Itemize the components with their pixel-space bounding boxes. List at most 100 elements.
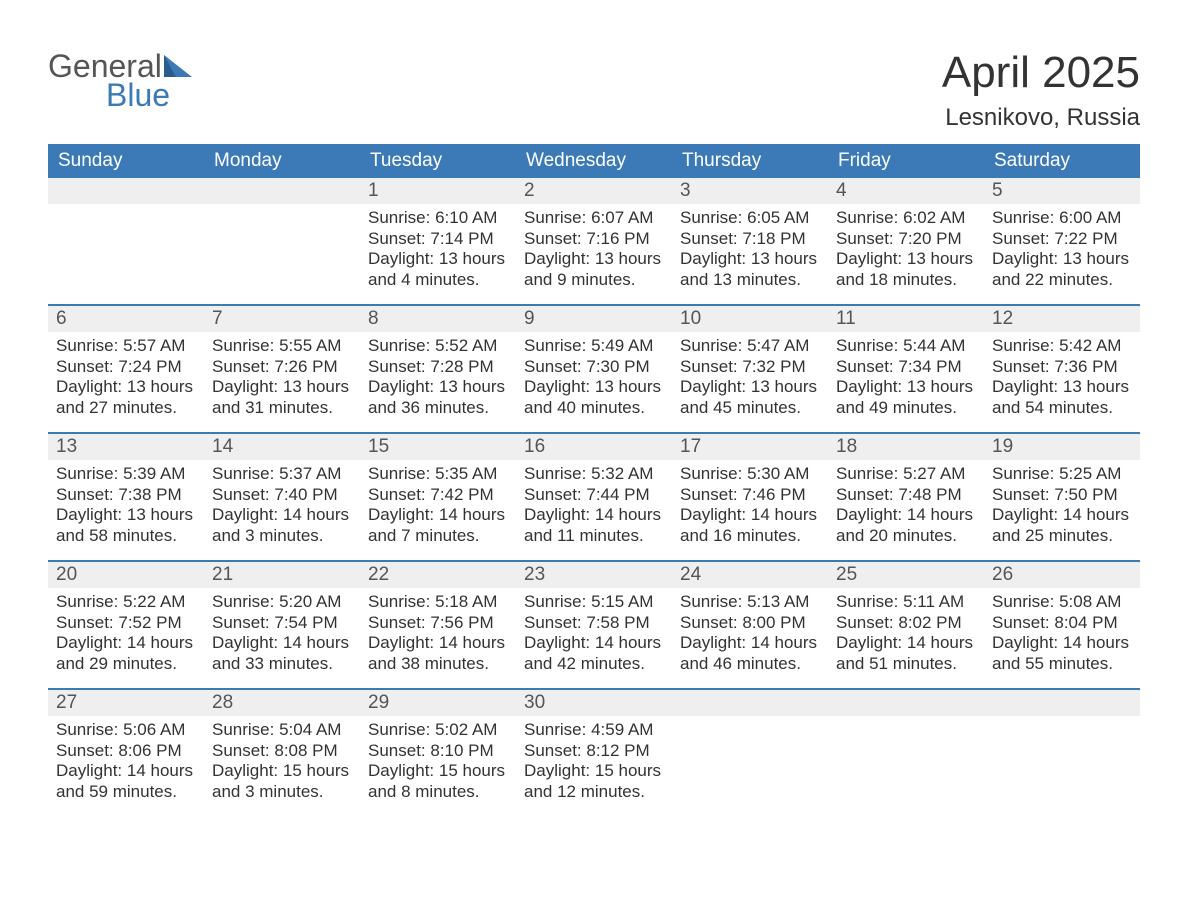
day-number: 26 — [984, 562, 1140, 588]
cell-body: Sunrise: 5:04 AMSunset: 8:08 PMDaylight:… — [204, 716, 360, 811]
calendar-cell: 17Sunrise: 5:30 AMSunset: 7:46 PMDayligh… — [672, 434, 828, 560]
sunrise-line: Sunrise: 5:08 AM — [992, 592, 1132, 613]
calendar-cell: 13Sunrise: 5:39 AMSunset: 7:38 PMDayligh… — [48, 434, 204, 560]
sunset-line: Sunset: 7:58 PM — [524, 613, 664, 634]
calendar-cell: 15Sunrise: 5:35 AMSunset: 7:42 PMDayligh… — [360, 434, 516, 560]
calendar-cell: 5Sunrise: 6:00 AMSunset: 7:22 PMDaylight… — [984, 178, 1140, 304]
daylight-line: Daylight: 14 hours and 38 minutes. — [368, 633, 508, 674]
calendar-cell: 6Sunrise: 5:57 AMSunset: 7:24 PMDaylight… — [48, 306, 204, 432]
cell-body: Sunrise: 5:30 AMSunset: 7:46 PMDaylight:… — [672, 460, 828, 555]
calendar-cell: 23Sunrise: 5:15 AMSunset: 7:58 PMDayligh… — [516, 562, 672, 688]
sunrise-line: Sunrise: 5:11 AM — [836, 592, 976, 613]
day-number: 28 — [204, 690, 360, 716]
calendar-cell: 14Sunrise: 5:37 AMSunset: 7:40 PMDayligh… — [204, 434, 360, 560]
day-number — [828, 690, 984, 716]
daylight-line: Daylight: 13 hours and 9 minutes. — [524, 249, 664, 290]
cell-body — [204, 204, 360, 216]
sunset-line: Sunset: 7:14 PM — [368, 229, 508, 250]
calendar-cell — [984, 690, 1140, 816]
day-number: 24 — [672, 562, 828, 588]
sunset-line: Sunset: 8:00 PM — [680, 613, 820, 634]
sunrise-line: Sunrise: 5:44 AM — [836, 336, 976, 357]
calendar-cell: 24Sunrise: 5:13 AMSunset: 8:00 PMDayligh… — [672, 562, 828, 688]
daylight-line: Daylight: 14 hours and 11 minutes. — [524, 505, 664, 546]
day-number: 12 — [984, 306, 1140, 332]
calendar: SundayMondayTuesdayWednesdayThursdayFrid… — [48, 144, 1140, 816]
sunset-line: Sunset: 7:30 PM — [524, 357, 664, 378]
day-number: 16 — [516, 434, 672, 460]
sunrise-line: Sunrise: 5:47 AM — [680, 336, 820, 357]
sunrise-line: Sunrise: 5:32 AM — [524, 464, 664, 485]
sunset-line: Sunset: 7:26 PM — [212, 357, 352, 378]
sunset-line: Sunset: 7:28 PM — [368, 357, 508, 378]
day-header: Sunday — [48, 144, 204, 178]
calendar-cell: 10Sunrise: 5:47 AMSunset: 7:32 PMDayligh… — [672, 306, 828, 432]
sunrise-line: Sunrise: 5:42 AM — [992, 336, 1132, 357]
cell-body: Sunrise: 5:02 AMSunset: 8:10 PMDaylight:… — [360, 716, 516, 811]
sunrise-line: Sunrise: 5:25 AM — [992, 464, 1132, 485]
cell-body: Sunrise: 5:27 AMSunset: 7:48 PMDaylight:… — [828, 460, 984, 555]
sunset-line: Sunset: 7:56 PM — [368, 613, 508, 634]
cell-body: Sunrise: 5:35 AMSunset: 7:42 PMDaylight:… — [360, 460, 516, 555]
sunset-line: Sunset: 7:20 PM — [836, 229, 976, 250]
location-label: Lesnikovo, Russia — [942, 104, 1140, 132]
calendar-cell: 2Sunrise: 6:07 AMSunset: 7:16 PMDaylight… — [516, 178, 672, 304]
daylight-line: Daylight: 13 hours and 36 minutes. — [368, 377, 508, 418]
sunrise-line: Sunrise: 6:05 AM — [680, 208, 820, 229]
cell-body: Sunrise: 6:10 AMSunset: 7:14 PMDaylight:… — [360, 204, 516, 299]
cell-body: Sunrise: 5:22 AMSunset: 7:52 PMDaylight:… — [48, 588, 204, 683]
sunrise-line: Sunrise: 5:02 AM — [368, 720, 508, 741]
calendar-cell: 1Sunrise: 6:10 AMSunset: 7:14 PMDaylight… — [360, 178, 516, 304]
sunrise-line: Sunrise: 6:00 AM — [992, 208, 1132, 229]
day-number: 11 — [828, 306, 984, 332]
daylight-line: Daylight: 14 hours and 25 minutes. — [992, 505, 1132, 546]
day-number: 2 — [516, 178, 672, 204]
sunrise-line: Sunrise: 6:10 AM — [368, 208, 508, 229]
day-number — [48, 178, 204, 204]
cell-body: Sunrise: 5:39 AMSunset: 7:38 PMDaylight:… — [48, 460, 204, 555]
sunrise-line: Sunrise: 5:35 AM — [368, 464, 508, 485]
day-header: Thursday — [672, 144, 828, 178]
calendar-cell: 22Sunrise: 5:18 AMSunset: 7:56 PMDayligh… — [360, 562, 516, 688]
calendar-cell: 20Sunrise: 5:22 AMSunset: 7:52 PMDayligh… — [48, 562, 204, 688]
cell-body — [672, 716, 828, 728]
day-header: Friday — [828, 144, 984, 178]
day-header: Monday — [204, 144, 360, 178]
sunset-line: Sunset: 7:48 PM — [836, 485, 976, 506]
cell-body: Sunrise: 5:32 AMSunset: 7:44 PMDaylight:… — [516, 460, 672, 555]
calendar-cell: 11Sunrise: 5:44 AMSunset: 7:34 PMDayligh… — [828, 306, 984, 432]
sunset-line: Sunset: 7:16 PM — [524, 229, 664, 250]
cell-body: Sunrise: 5:42 AMSunset: 7:36 PMDaylight:… — [984, 332, 1140, 427]
sunset-line: Sunset: 7:34 PM — [836, 357, 976, 378]
cell-body: Sunrise: 5:25 AMSunset: 7:50 PMDaylight:… — [984, 460, 1140, 555]
sunset-line: Sunset: 7:18 PM — [680, 229, 820, 250]
day-number: 4 — [828, 178, 984, 204]
cell-body: Sunrise: 5:06 AMSunset: 8:06 PMDaylight:… — [48, 716, 204, 811]
calendar-cell: 7Sunrise: 5:55 AMSunset: 7:26 PMDaylight… — [204, 306, 360, 432]
day-number: 30 — [516, 690, 672, 716]
week-row: 13Sunrise: 5:39 AMSunset: 7:38 PMDayligh… — [48, 432, 1140, 560]
daylight-line: Daylight: 13 hours and 40 minutes. — [524, 377, 664, 418]
cell-body: Sunrise: 6:02 AMSunset: 7:20 PMDaylight:… — [828, 204, 984, 299]
day-number: 21 — [204, 562, 360, 588]
daylight-line: Daylight: 13 hours and 58 minutes. — [56, 505, 196, 546]
calendar-cell — [672, 690, 828, 816]
sunrise-line: Sunrise: 5:13 AM — [680, 592, 820, 613]
day-number: 19 — [984, 434, 1140, 460]
calendar-cell: 19Sunrise: 5:25 AMSunset: 7:50 PMDayligh… — [984, 434, 1140, 560]
day-number: 3 — [672, 178, 828, 204]
calendar-cell: 8Sunrise: 5:52 AMSunset: 7:28 PMDaylight… — [360, 306, 516, 432]
day-header: Tuesday — [360, 144, 516, 178]
day-number: 29 — [360, 690, 516, 716]
sunset-line: Sunset: 7:32 PM — [680, 357, 820, 378]
calendar-cell: 28Sunrise: 5:04 AMSunset: 8:08 PMDayligh… — [204, 690, 360, 816]
cell-body: Sunrise: 6:00 AMSunset: 7:22 PMDaylight:… — [984, 204, 1140, 299]
sunset-line: Sunset: 7:46 PM — [680, 485, 820, 506]
day-number: 22 — [360, 562, 516, 588]
day-number: 9 — [516, 306, 672, 332]
sunset-line: Sunset: 7:24 PM — [56, 357, 196, 378]
sunset-line: Sunset: 7:36 PM — [992, 357, 1132, 378]
daylight-line: Daylight: 14 hours and 7 minutes. — [368, 505, 508, 546]
daylight-line: Daylight: 14 hours and 42 minutes. — [524, 633, 664, 674]
daylight-line: Daylight: 13 hours and 27 minutes. — [56, 377, 196, 418]
